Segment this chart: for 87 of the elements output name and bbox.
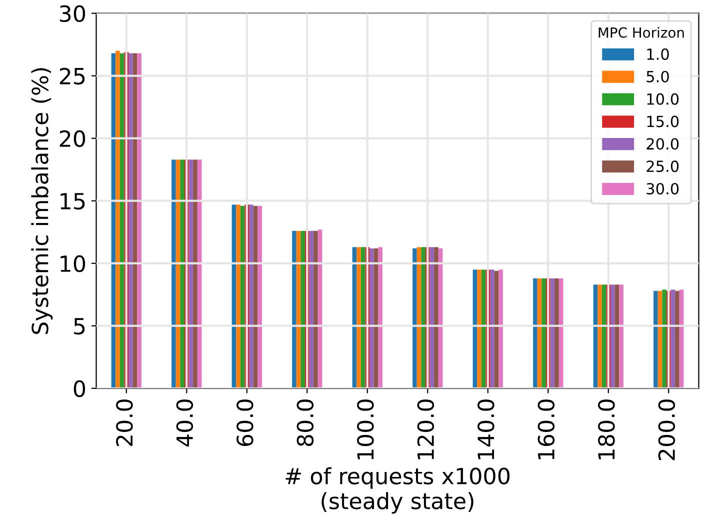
bar [258, 206, 262, 388]
bar [416, 247, 422, 388]
bar [481, 270, 486, 388]
bar [421, 247, 426, 388]
legend-label: 10.0 [647, 93, 679, 105]
bar [654, 290, 658, 388]
bar [318, 230, 322, 388]
bar [132, 53, 138, 388]
bar [120, 53, 124, 388]
bar [602, 284, 606, 388]
y-tick-label: 10 [60, 255, 86, 272]
bar [610, 284, 615, 388]
bar [558, 278, 564, 388]
y-tick-label: 15 [60, 193, 85, 210]
legend-title: MPC Horizon [598, 27, 684, 38]
bar [593, 284, 598, 388]
bar [614, 284, 620, 388]
bar [193, 160, 198, 388]
bar [356, 247, 361, 388]
bar [232, 204, 236, 388]
bar [188, 160, 194, 388]
legend-label: 25.0 [646, 160, 679, 172]
bar [438, 248, 443, 388]
bar [128, 53, 133, 388]
legend-label: 15.0 [647, 116, 679, 128]
bar [477, 270, 482, 388]
bar [658, 290, 662, 388]
bar [490, 270, 494, 388]
bar [236, 204, 240, 388]
bar [542, 278, 546, 388]
bar [498, 270, 503, 388]
x-tick-label: 100.0 [357, 400, 374, 460]
bar [253, 206, 258, 388]
bar [619, 284, 624, 388]
bar [679, 290, 684, 388]
bar [292, 230, 296, 388]
legend-label: 30.0 [646, 182, 679, 195]
bar [662, 290, 666, 388]
bar [675, 290, 680, 388]
bar [197, 160, 202, 388]
bar [537, 278, 542, 388]
x-tick-label: 140.0 [478, 400, 494, 460]
legend-label: 20.0 [646, 138, 679, 150]
bar [300, 230, 305, 388]
y-tick-label: 0 [74, 380, 86, 398]
x-tick-label: 60.0 [236, 400, 254, 446]
bar [434, 247, 438, 388]
bar [180, 160, 184, 388]
bar [309, 230, 314, 388]
x-tick-label: 20.0 [116, 400, 133, 446]
bar [378, 247, 382, 388]
bar [374, 248, 378, 388]
legend-label: 1.0 [647, 48, 669, 60]
bar [314, 230, 318, 388]
bar [670, 290, 676, 388]
bar [249, 204, 254, 388]
y-axis-title: Systemic imbalance (%) [31, 68, 53, 334]
bar [111, 53, 116, 388]
bar [370, 248, 374, 388]
bar [494, 270, 499, 388]
bar [598, 284, 602, 388]
bar [352, 247, 357, 388]
bar [554, 278, 559, 388]
x-tick-label: 120.0 [417, 400, 434, 460]
bar [176, 160, 180, 388]
y-tick-label: 30 [60, 5, 86, 22]
x-tick-label: 80.0 [296, 400, 314, 446]
y-tick-label: 20 [60, 130, 86, 148]
y-tick-label: 25 [60, 68, 85, 85]
bar [430, 247, 434, 388]
bar [550, 278, 555, 388]
bar [412, 248, 417, 388]
x-tick-label: 40.0 [176, 400, 194, 446]
bar [472, 270, 478, 388]
x-tick-label: 200.0 [658, 400, 676, 460]
bar [172, 160, 176, 388]
bar [533, 278, 538, 388]
x-axis-title: # of requests x1000 (steady state) [286, 467, 510, 514]
legend-label: 5.0 [646, 70, 669, 82]
x-tick-label: 180.0 [598, 400, 615, 460]
bar [137, 53, 142, 388]
bar [360, 247, 366, 388]
bar [116, 50, 120, 388]
x-tick-label: 160.0 [538, 400, 555, 460]
y-tick-label: 5 [74, 318, 85, 335]
bar [240, 206, 245, 388]
bar [296, 230, 301, 388]
